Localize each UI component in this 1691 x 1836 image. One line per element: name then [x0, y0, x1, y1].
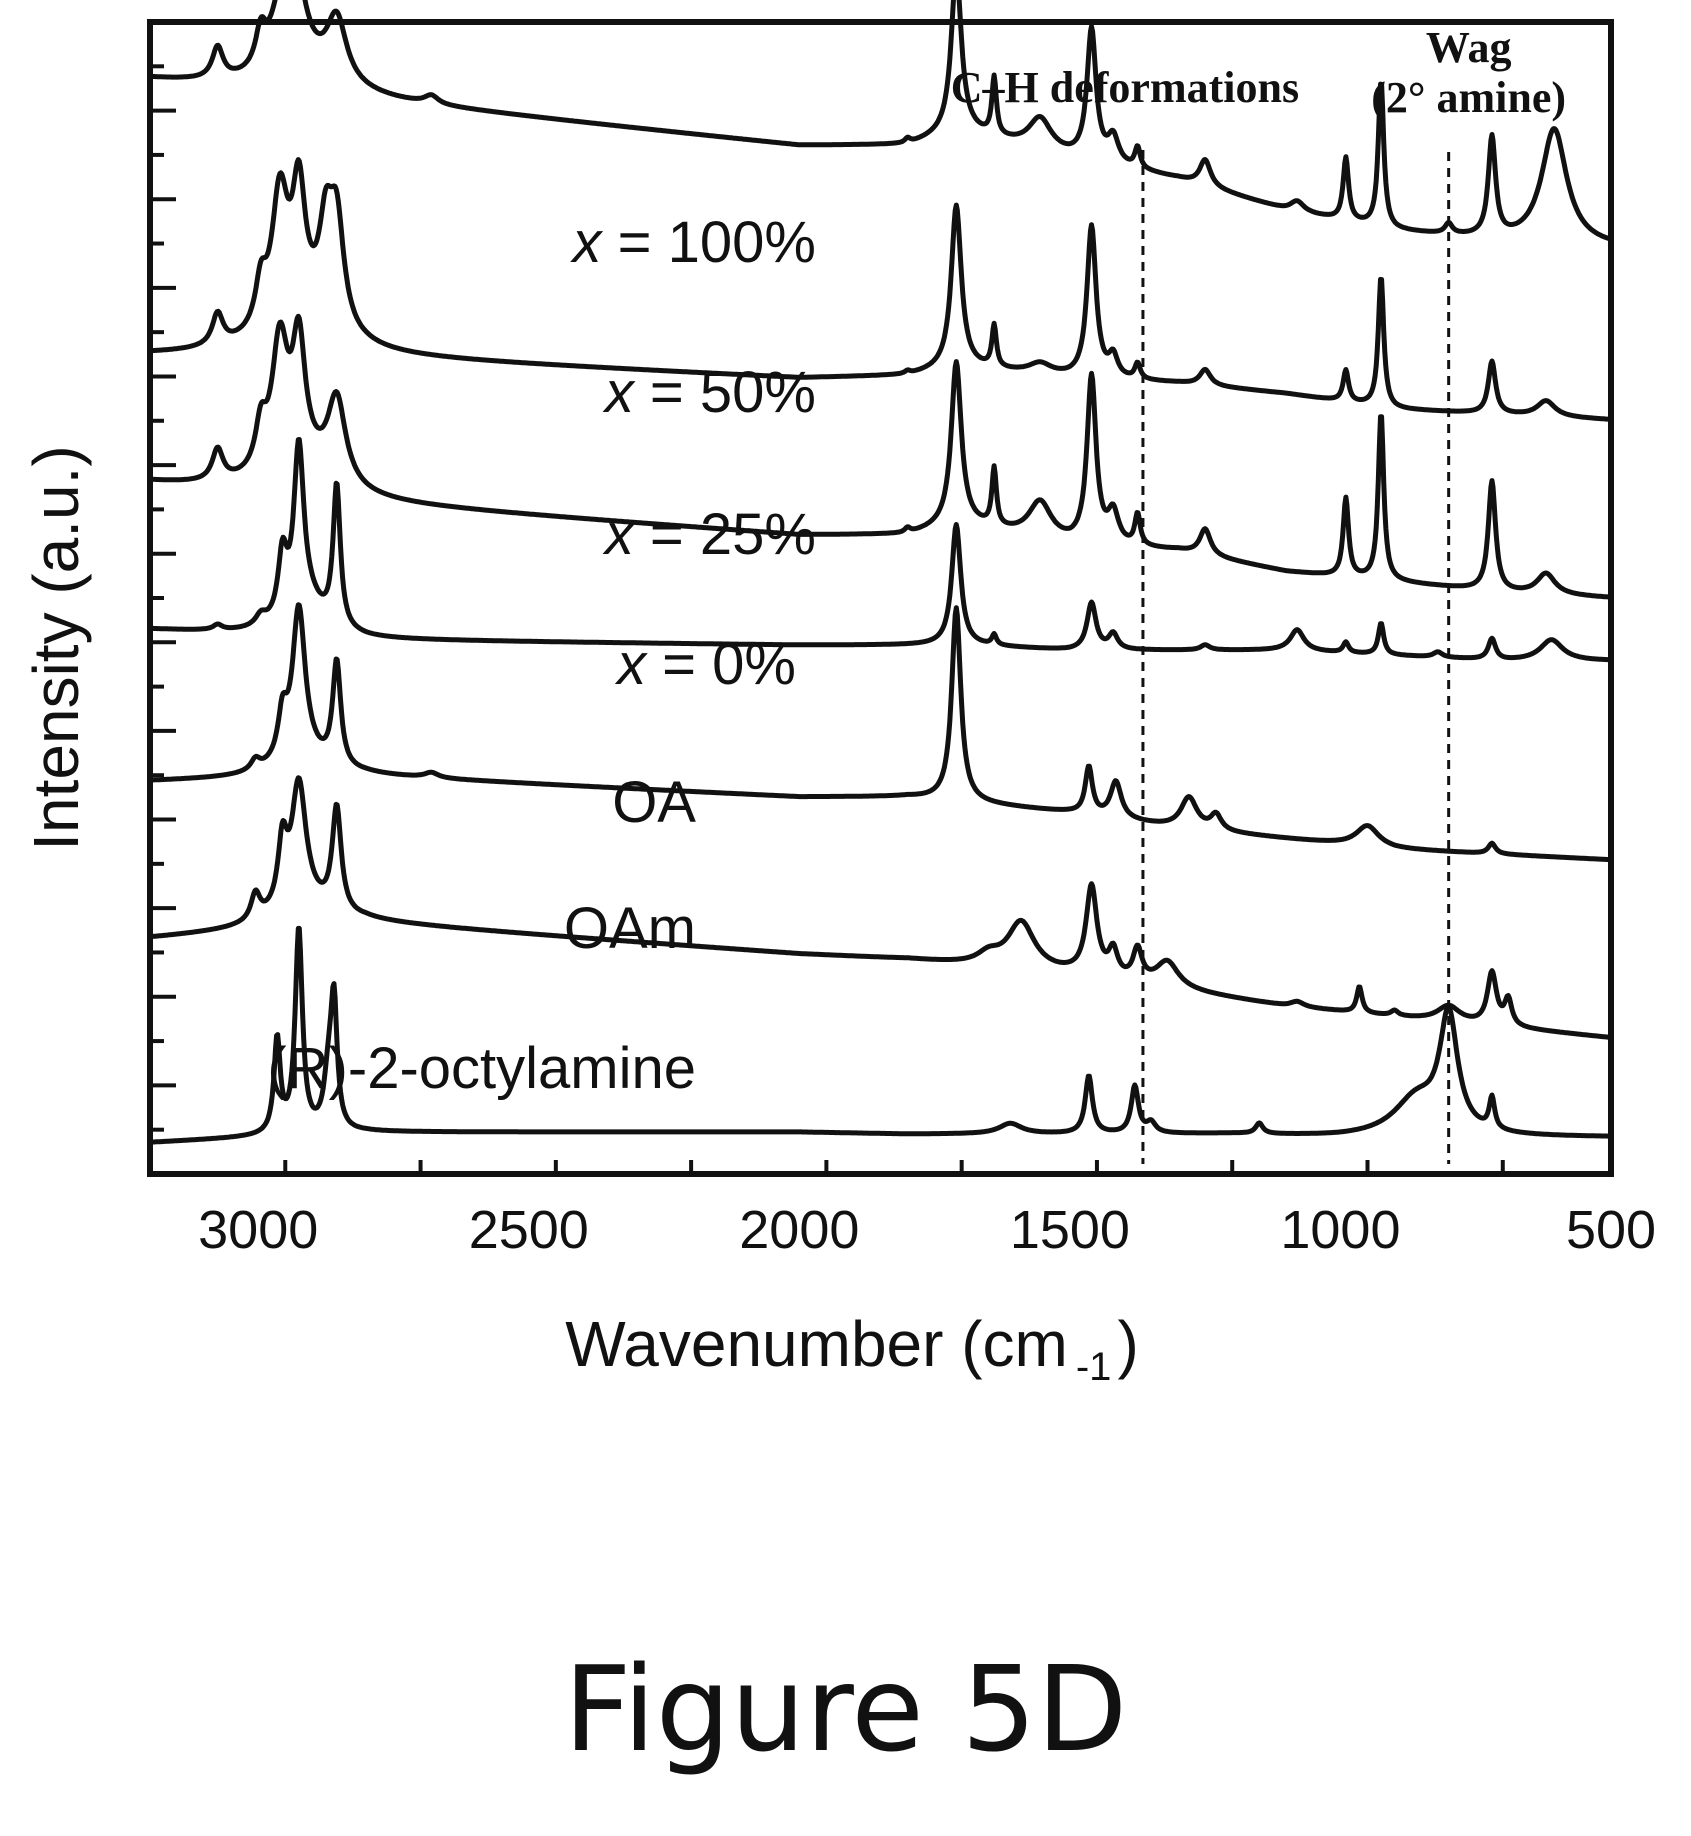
x-tick-label: 1500 — [1010, 1200, 1130, 1260]
series-labels: x = 100% x = 50% x = 25% x = 0% OA OAm (R)-2-o… — [267, 210, 816, 1101]
reference-annotation: Wag — [1426, 23, 1512, 72]
series-label: OA — [612, 770, 696, 835]
figure-caption: Figure 5D — [563, 1640, 1128, 1778]
reference-annotations: C–H deformations Wag(2° amine) — [951, 23, 1566, 122]
x-axis-title-close: ) — [1117, 1308, 1138, 1380]
spectrum-line — [148, 0, 1613, 242]
x-axis-title-main: Wavenumber (cm — [565, 1308, 1068, 1380]
series-label: x = 25% — [602, 502, 816, 567]
reference-annotation: C–H deformations — [951, 63, 1299, 112]
reference-annotation: (2° amine) — [1371, 73, 1566, 122]
series-lines — [148, 0, 1613, 1145]
plot-frame — [147, 19, 1614, 1177]
reference-lines — [1141, 150, 1451, 1164]
x-tick-label: 2000 — [739, 1200, 859, 1260]
series-label: x = 50% — [602, 360, 816, 425]
x-tick-labels: 3000 2500 2000 1500 1000 500 — [198, 1200, 1656, 1260]
spectrum-line — [148, 437, 1613, 663]
series-label: (R)-2-octylamine — [267, 1036, 696, 1101]
spectrum-line — [148, 602, 1613, 863]
series-label: OAm — [564, 896, 696, 961]
y-axis-title: Intensity (a.u.) — [20, 445, 92, 851]
spectrum-line — [148, 157, 1613, 422]
series-label: x = 100% — [570, 210, 816, 275]
x-tick-label: 500 — [1566, 1200, 1656, 1260]
x-tick-label: 3000 — [198, 1200, 318, 1260]
spectrum-line — [148, 313, 1613, 600]
x-axis-title: Wavenumber (cm -1) — [565, 1308, 1139, 1389]
spectrum-line — [148, 775, 1613, 1040]
x-tick-label: 2500 — [469, 1200, 589, 1260]
x-tick-label: 1000 — [1280, 1200, 1400, 1260]
x-axis-title-superscript: -1 — [1076, 1345, 1112, 1389]
spectrum-line — [148, 925, 1613, 1145]
series-label: x = 0% — [614, 632, 796, 697]
